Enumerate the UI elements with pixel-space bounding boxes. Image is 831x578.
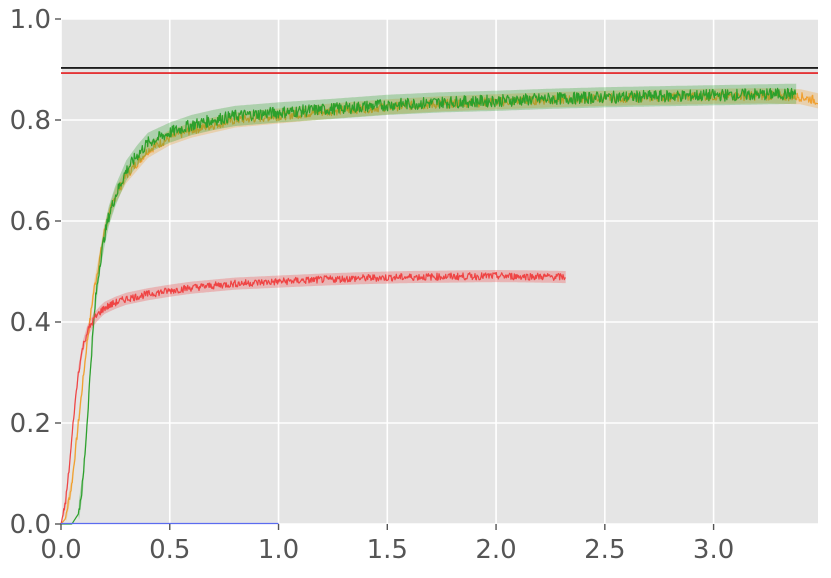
y-tick-label: 0.0 (10, 510, 51, 540)
series-group (60, 83, 818, 525)
x-tick-label: 3.0 (693, 535, 734, 565)
x-tick-label: 0.0 (40, 535, 81, 565)
y-tick-label: 0.8 (10, 106, 51, 136)
x-tick-label: 0.5 (149, 535, 190, 565)
y-tick-label: 0.2 (10, 409, 51, 439)
reference-lines (61, 67, 818, 74)
y-axis: 0.0 0.2 0.4 0.6 0.8 1.0 (10, 5, 61, 540)
y-tick-label: 1.0 (10, 5, 51, 35)
series-line-1 (61, 87, 797, 525)
y-tick-label: 0.4 (10, 308, 51, 338)
x-tick-label: 2.5 (584, 535, 625, 565)
x-tick-label: 1.5 (367, 535, 408, 565)
x-tick-label: 2.0 (475, 535, 516, 565)
series-line-2 (60, 271, 566, 525)
y-tick-label: 0.6 (10, 207, 51, 237)
x-tick-label: 1.0 (258, 535, 299, 565)
x-axis: 0.0 0.5 1.0 1.5 2.0 2.5 3.0 (40, 524, 734, 565)
